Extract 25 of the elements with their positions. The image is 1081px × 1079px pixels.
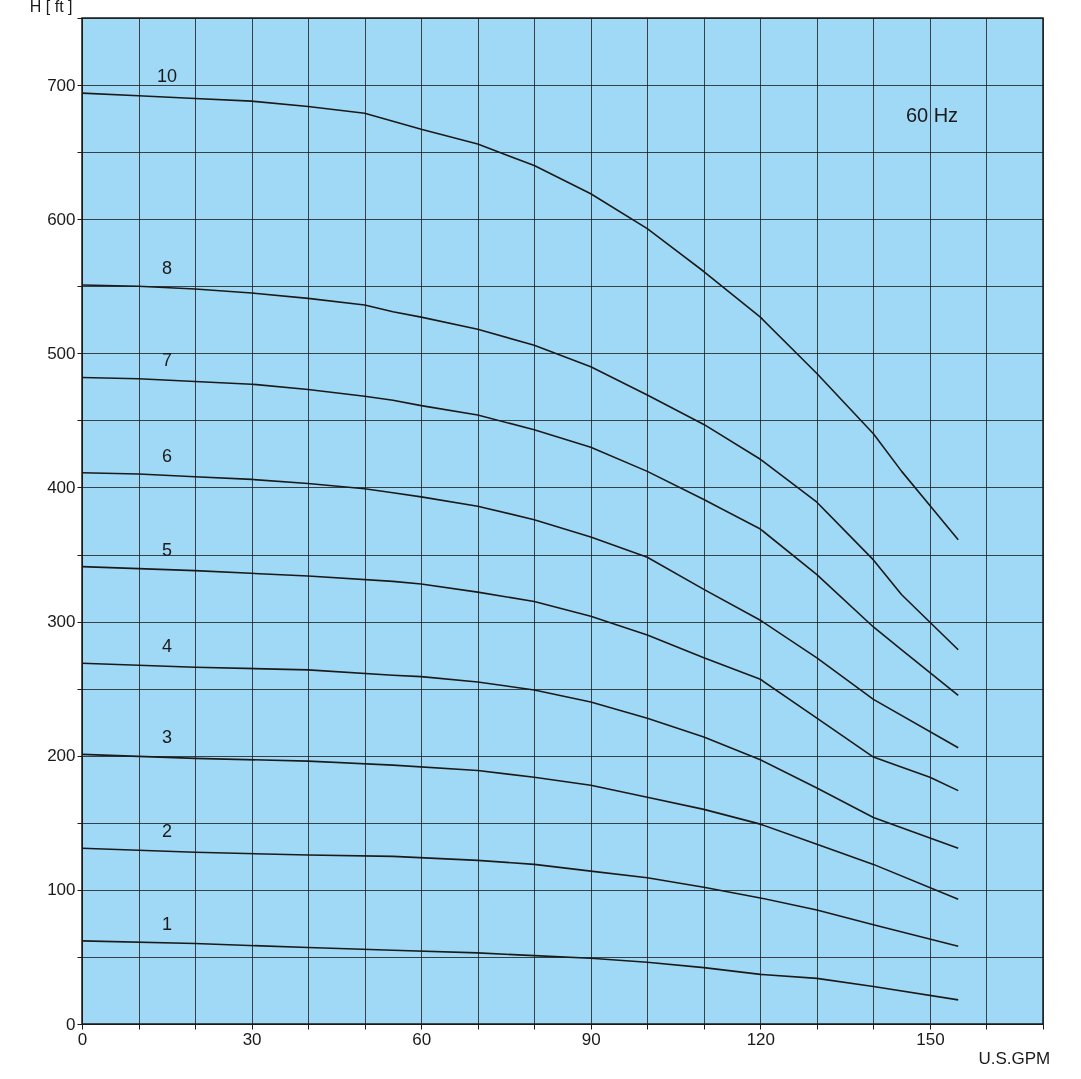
y-tick-label: 0 [66,1014,76,1034]
y-tick-label: 700 [47,75,76,95]
x-axis-title: U.S.GPM [978,1048,1051,1068]
series-label: 7 [161,350,173,371]
y-tick-label: 600 [47,209,76,229]
series-label: 1 [161,913,173,934]
x-tick-label: 30 [242,1029,262,1049]
series-label: 10 [156,66,178,87]
y-axis-title: H [ ft ] [29,0,73,15]
series-label: 6 [161,445,173,466]
x-tick-label: 150 [916,1029,945,1049]
annotation: 60 Hz [905,104,959,126]
series-label: 8 [161,257,173,278]
y-tick-label: 200 [47,746,76,766]
x-tick-label: 60 [412,1029,432,1049]
y-tick-label: 300 [47,612,76,632]
y-tick-label: 100 [47,880,76,900]
x-tick-label: 90 [581,1029,601,1049]
y-tick-label: 500 [47,343,76,363]
x-tick-label: 120 [746,1029,776,1049]
series-label: 3 [161,727,173,748]
y-tick-label: 400 [47,477,76,497]
series-label: 2 [161,821,173,842]
series-label: 5 [161,539,173,560]
series-label: 4 [161,636,173,657]
